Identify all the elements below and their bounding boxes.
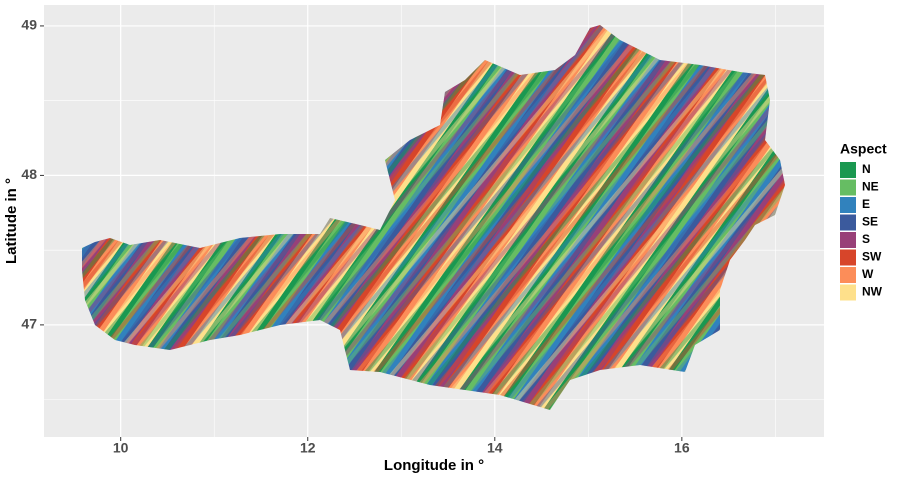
legend-key bbox=[840, 197, 856, 213]
legend-label: S bbox=[862, 232, 870, 246]
legend-key bbox=[840, 179, 856, 196]
legend-label: N bbox=[862, 162, 871, 176]
legend-key bbox=[840, 214, 856, 231]
y-tick-label: 49 bbox=[21, 17, 37, 33]
legend-label: E bbox=[862, 197, 870, 211]
y-axis-title: Latitude in ° bbox=[3, 178, 20, 264]
y-tick-label: 47 bbox=[21, 316, 37, 332]
x-tick-label: 16 bbox=[674, 440, 690, 456]
legend-title: Aspect bbox=[840, 141, 887, 157]
legend-label: NE bbox=[862, 180, 879, 194]
x-tick-label: 14 bbox=[487, 440, 503, 456]
x-axis-title: Longitude in ° bbox=[384, 457, 484, 474]
legend-label: SE bbox=[862, 215, 878, 229]
legend-key bbox=[840, 284, 856, 301]
legend-label: SW bbox=[862, 250, 882, 264]
x-tick-label: 10 bbox=[113, 440, 129, 456]
y-tick-label: 48 bbox=[21, 166, 37, 182]
legend-key bbox=[840, 267, 856, 283]
x-tick-label: 12 bbox=[300, 440, 316, 456]
legend-key bbox=[840, 232, 856, 248]
legend-label: W bbox=[862, 267, 874, 281]
legend-key bbox=[840, 249, 856, 266]
legend-key bbox=[840, 162, 856, 178]
legend-label: NW bbox=[862, 285, 883, 299]
